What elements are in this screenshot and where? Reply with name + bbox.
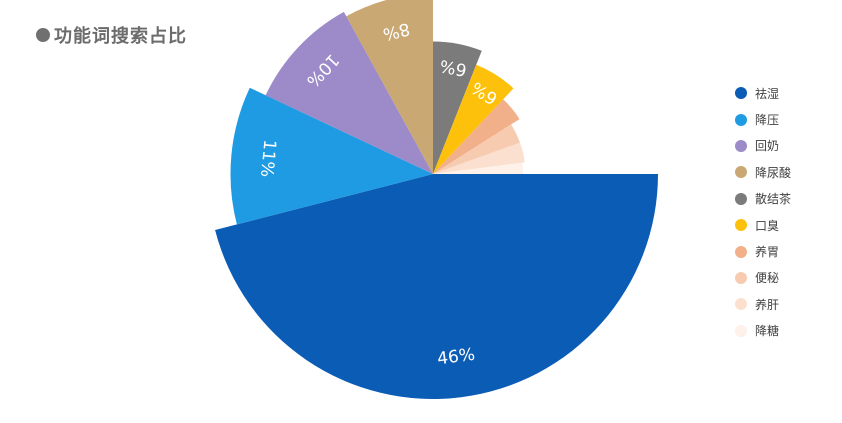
legend-item: 祛湿 [735, 80, 791, 106]
legend-label: 散结茶 [755, 192, 792, 207]
pie-slice-6 [433, 64, 514, 174]
pie-slice-2 [230, 87, 433, 225]
legend-swatch-icon [735, 219, 747, 232]
pie-slice-1 [215, 174, 658, 400]
legend-item: 便秘 [735, 265, 791, 291]
legend-label: 口臭 [755, 218, 780, 233]
legend-swatch-icon [735, 324, 747, 337]
title-bullet-icon [36, 28, 50, 42]
chart-title: 功能词搜索占比 [36, 22, 187, 48]
legend-label: 养胃 [755, 245, 780, 260]
legend-swatch-icon [735, 139, 747, 152]
slice-data-label: 11% [256, 139, 279, 179]
legend-item: 降糖 [735, 318, 791, 344]
legend-label: 便秘 [755, 271, 780, 286]
chart-title-text: 功能词搜索占比 [54, 26, 187, 47]
legend-item: 回奶 [735, 133, 791, 159]
slice-data-label: 6% [438, 55, 468, 80]
legend-swatch-icon [735, 245, 747, 258]
slice-data-label: 46% [436, 345, 476, 370]
legend-item: 散结茶 [735, 186, 791, 212]
pie-slice-8 [433, 124, 521, 174]
chart-legend: 祛湿降压回奶降尿酸散结茶口臭养胃便秘养肝降糖 [735, 80, 791, 344]
pie-slice-10 [433, 162, 523, 174]
legend-label: 回奶 [755, 139, 780, 154]
pie-slice-9 [433, 142, 525, 174]
legend-swatch-icon [735, 87, 747, 100]
legend-label: 祛湿 [755, 86, 780, 101]
legend-item: 降压 [735, 106, 791, 132]
legend-label: 降糖 [755, 324, 780, 339]
legend-label: 养肝 [755, 297, 780, 312]
pie-slice-7 [433, 99, 520, 174]
legend-label: 降尿酸 [755, 165, 792, 180]
legend-swatch-icon [735, 166, 747, 179]
pie-slice-5 [433, 41, 482, 174]
legend-swatch-icon [735, 298, 747, 311]
pie-slice-4 [346, 0, 433, 174]
legend-swatch-icon [735, 192, 747, 205]
legend-item: 养肝 [735, 291, 791, 317]
pie-slice-3 [265, 11, 433, 174]
legend-label: 降压 [755, 113, 780, 128]
legend-swatch-icon [735, 271, 747, 284]
legend-item: 养胃 [735, 238, 791, 264]
legend-swatch-icon [735, 113, 747, 126]
legend-item: 口臭 [735, 212, 791, 238]
legend-item: 降尿酸 [735, 159, 791, 185]
